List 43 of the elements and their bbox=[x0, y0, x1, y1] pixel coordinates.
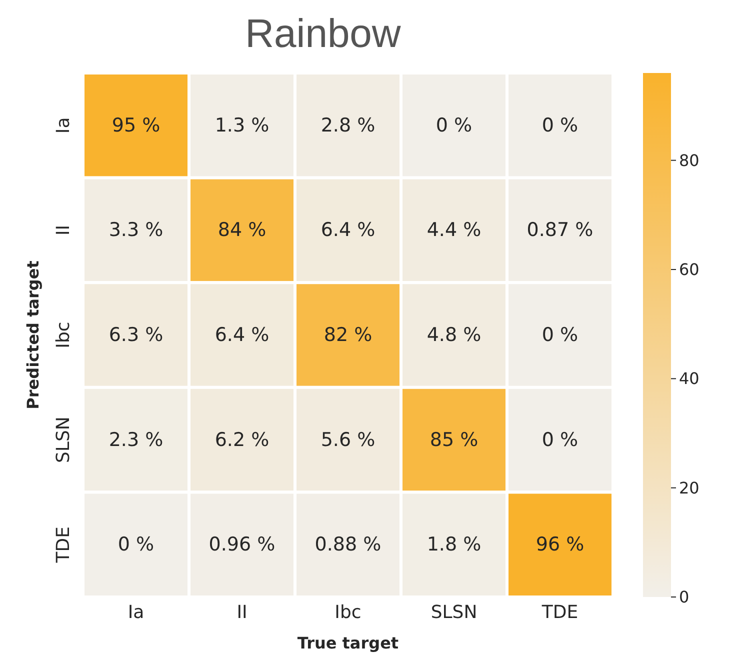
x-tick-label: SLSN bbox=[430, 602, 478, 623]
y-tick-label: TDE bbox=[53, 526, 74, 564]
data-label: 5.6 % bbox=[320, 428, 376, 451]
chart-title: Rainbow bbox=[244, 12, 402, 57]
x-tick-label: Ia bbox=[128, 602, 144, 623]
x-tick-label: TDE bbox=[540, 602, 578, 623]
data-label: 82 % bbox=[324, 324, 372, 346]
data-label: 6.4 % bbox=[320, 219, 376, 242]
data-label: 84 % bbox=[218, 219, 266, 242]
data-label: 96 % bbox=[536, 534, 584, 556]
data-label: 4.8 % bbox=[426, 324, 482, 346]
data-label: 1.3 % bbox=[214, 114, 270, 136]
data-label: 95 % bbox=[112, 114, 160, 136]
data-label: 0.96 % bbox=[208, 534, 276, 556]
y-tick-label: II bbox=[53, 224, 74, 236]
data-label: 0 % bbox=[542, 114, 578, 136]
data-label: 6.4 % bbox=[214, 324, 270, 346]
y-axis-title: Predicted target bbox=[24, 260, 43, 410]
color-bar-label: 20 bbox=[679, 478, 700, 498]
data-label: 0 % bbox=[436, 114, 472, 136]
y-tick-label: Ibc bbox=[53, 322, 74, 348]
data-label: 0 % bbox=[118, 534, 154, 556]
data-label: 3.3 % bbox=[108, 219, 164, 242]
color-bar-label: 40 bbox=[679, 369, 700, 388]
color-bar-label: 0 bbox=[679, 588, 690, 606]
data-label: 0 % bbox=[542, 428, 578, 451]
color-bar-label: 60 bbox=[679, 260, 700, 279]
data-label: 2.8 % bbox=[320, 114, 376, 136]
x-tick-label: Ibc bbox=[334, 602, 362, 623]
data-label: 0.87 % bbox=[526, 219, 594, 242]
x-tick-label: II bbox=[236, 602, 248, 623]
data-label: 0.88 % bbox=[314, 534, 382, 556]
x-axis-title: True target bbox=[297, 633, 399, 652]
data-label: 6.3 % bbox=[108, 324, 164, 346]
data-label: 2.3 % bbox=[108, 428, 164, 451]
data-label: 1.8 % bbox=[426, 534, 482, 556]
data-label: 4.4 % bbox=[426, 219, 482, 242]
color-bar-label: 80 bbox=[679, 150, 700, 170]
data-label: 0 % bbox=[542, 324, 578, 346]
data-label: 85 % bbox=[430, 428, 478, 451]
data-label: 6.2 % bbox=[214, 428, 270, 451]
y-tick-label: Ia bbox=[53, 117, 74, 134]
y-tick-label: SLSN bbox=[53, 416, 74, 463]
